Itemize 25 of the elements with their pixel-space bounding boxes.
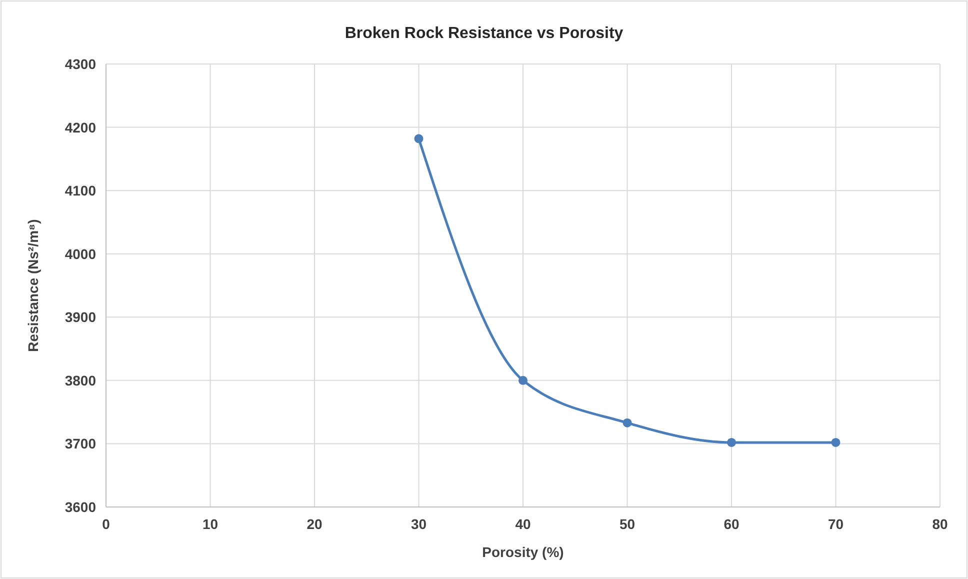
x-tick-label: 60 [724, 516, 740, 532]
y-tick-label: 4200 [64, 119, 96, 136]
x-tick-label: 40 [515, 516, 531, 532]
point [727, 438, 736, 447]
x-tick-label: 20 [306, 516, 322, 532]
x-tick-label: 50 [619, 516, 636, 532]
y-tick-label: 4300 [64, 56, 96, 72]
x-tick-label: 0 [102, 516, 110, 532]
y-tick-label: 3800 [64, 372, 96, 388]
x-tick-label: 10 [202, 516, 218, 532]
x-tick-label: 70 [828, 516, 844, 532]
point [518, 376, 528, 385]
point [622, 418, 632, 428]
x-tick-label: 80 [932, 516, 948, 532]
y-tick-label: 3900 [64, 309, 96, 326]
y-tick-label: 4100 [64, 182, 96, 199]
y-tick-label: 4000 [64, 246, 96, 262]
chart-title: Broken Rock Resistance vs Porosity [344, 25, 624, 42]
y-tick-label: 3600 [64, 499, 96, 515]
y-tick-label: 3700 [64, 436, 96, 452]
x-axis-title: Porosity (%) [482, 544, 564, 560]
x-tick-label: 30 [410, 516, 427, 532]
y-axis-title: Resistance (Ns²/m⁸) [25, 219, 41, 352]
point [831, 438, 840, 447]
point [414, 134, 424, 144]
